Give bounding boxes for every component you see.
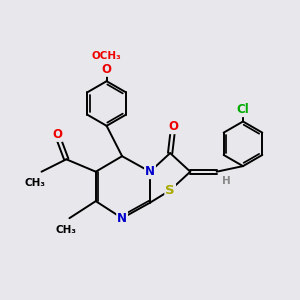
Text: S: S (165, 184, 175, 197)
Text: N: N (117, 212, 127, 225)
Text: CH₃: CH₃ (56, 225, 77, 235)
Text: O: O (52, 128, 62, 141)
Text: O: O (168, 120, 178, 133)
Text: Cl: Cl (237, 103, 249, 116)
Text: OCH₃: OCH₃ (92, 51, 122, 62)
Text: N: N (145, 165, 155, 178)
Text: H: H (222, 176, 230, 186)
Text: O: O (102, 63, 112, 76)
Text: CH₃: CH₃ (25, 178, 46, 188)
